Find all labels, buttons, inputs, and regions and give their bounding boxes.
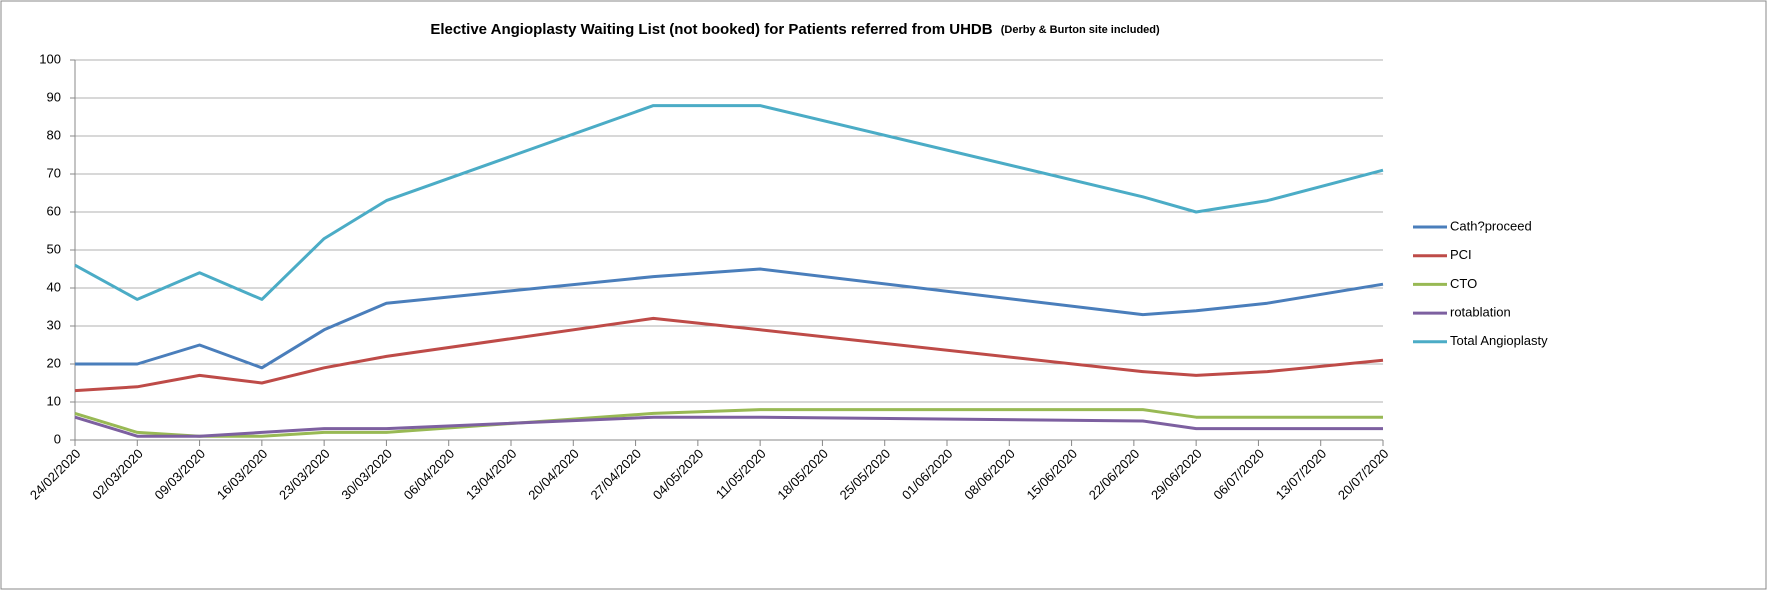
chart-title-main: Elective Angioplasty Waiting List (not b…	[430, 21, 992, 38]
series-line	[74, 104, 1384, 301]
y-tick-label: 90	[47, 89, 61, 104]
y-tick-label: 0	[54, 431, 61, 446]
y-tick-label: 20	[47, 355, 61, 370]
legend-label: Total Angioplasty	[1450, 333, 1548, 348]
chart-subtitle: (Derby & Burton site included)	[1001, 24, 1160, 36]
y-tick-label: 10	[47, 393, 61, 408]
y-tick-label: 70	[47, 165, 61, 180]
legend-label: rotablation	[1450, 305, 1511, 320]
legend-label: PCI	[1450, 247, 1472, 262]
y-tick-label: 40	[47, 279, 61, 294]
y-tick-label: 30	[47, 317, 61, 332]
y-tick-label: 60	[47, 203, 61, 218]
y-tick-label: 100	[39, 51, 61, 66]
y-tick-label: 50	[47, 241, 61, 256]
y-tick-label: 80	[47, 127, 61, 142]
series-line	[74, 415, 1383, 438]
legend-label: Cath?proceed	[1450, 218, 1532, 233]
series-line	[75, 267, 1384, 370]
chart-title: Elective Angioplasty Waiting List (not b…	[430, 21, 1160, 38]
series-line	[74, 316, 1384, 393]
legend-label: CTO	[1450, 276, 1477, 291]
